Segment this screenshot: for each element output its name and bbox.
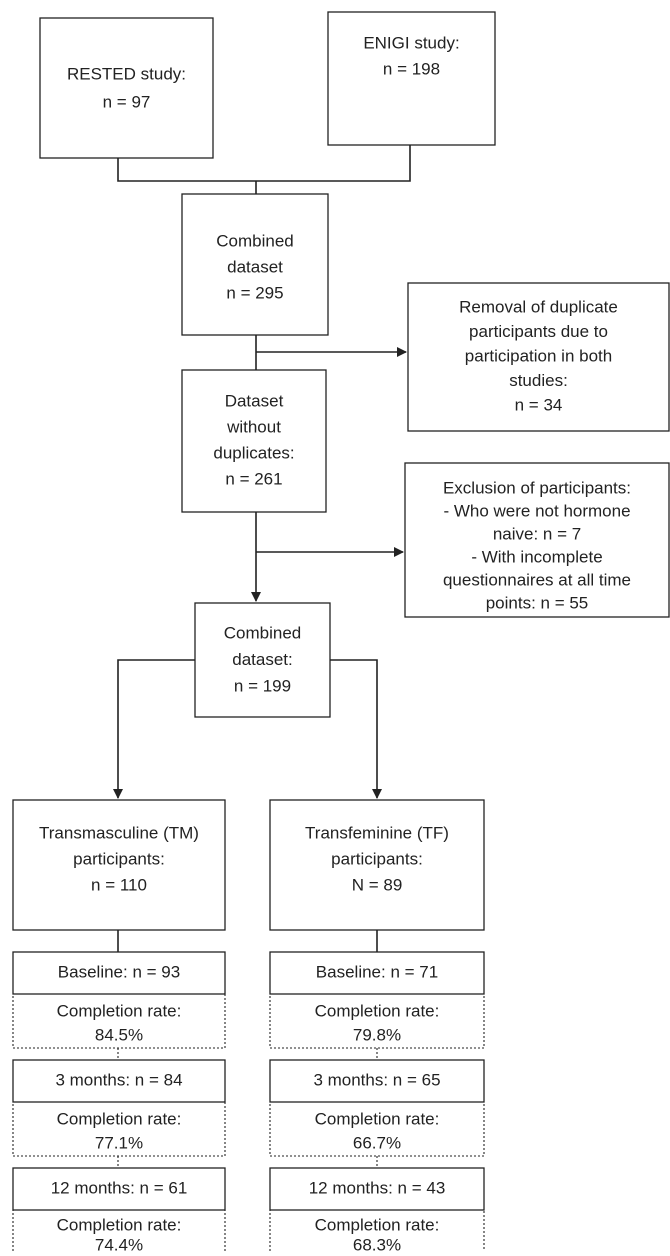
node: Transfeminine (TF) participants: N = 89	[269, 799, 485, 931]
node: Transmasculine (TM) participants: n = 110	[12, 799, 226, 931]
node-label: Completion rate:	[315, 1001, 440, 1020]
node: 3 months: n = 84	[12, 1059, 226, 1103]
node-label: N = 89	[352, 875, 403, 894]
node-label: Removal of duplicate	[459, 297, 618, 316]
node-box	[12, 993, 226, 1049]
node-label: Baseline: n = 71	[316, 962, 438, 981]
node-label: n = 198	[383, 59, 440, 78]
node-label: naive: n = 7	[493, 524, 581, 543]
node-label: Transfeminine (TF)	[305, 823, 449, 842]
node-label: 12 months: n = 61	[51, 1178, 188, 1197]
node-label: without	[226, 417, 281, 436]
node-box	[269, 993, 485, 1049]
node: Completion rate: 77.1%	[12, 1101, 226, 1157]
node-box	[269, 799, 485, 931]
node: Exclusion of participants: - Who were not…	[404, 462, 670, 618]
dotted-connector	[117, 1048, 378, 1168]
node-box	[181, 369, 327, 513]
node-label: 84.5%	[95, 1025, 143, 1044]
node: Completion rate: 84.5%	[12, 993, 226, 1049]
node-label: 66.7%	[353, 1133, 401, 1152]
connector	[117, 145, 411, 182]
node-box	[269, 951, 485, 995]
node: Removal of duplicate participants due to p…	[407, 282, 670, 432]
node: Completion rate: 79.8%	[269, 993, 485, 1049]
node-box	[404, 462, 670, 618]
node-label: participation in both	[465, 346, 612, 365]
node-label: 79.8%	[353, 1025, 401, 1044]
node: Combined dataset n = 295	[181, 193, 329, 336]
node-label: Completion rate:	[315, 1109, 440, 1128]
connectors	[113, 145, 411, 1168]
node-box	[407, 282, 670, 432]
node-label: Exclusion of participants:	[443, 478, 631, 497]
node-label: Completion rate:	[57, 1215, 182, 1234]
node-label: participants due to	[469, 322, 608, 341]
node: Completion rate:74.4%	[12, 1209, 226, 1254]
node-label: points: n = 55	[486, 593, 589, 612]
node: 12 months: n = 43	[269, 1167, 485, 1211]
node-box	[194, 602, 331, 718]
node-label: Completion rate:	[57, 1109, 182, 1128]
node-label: - With incomplete	[471, 547, 602, 566]
arrow	[113, 659, 195, 799]
node-label: 3 months: n = 84	[55, 1070, 182, 1089]
node-box	[12, 799, 226, 931]
node-box	[12, 1209, 226, 1251]
node-label: 68.3%	[353, 1235, 401, 1251]
arrow	[330, 659, 382, 799]
node-label: Dataset	[225, 391, 284, 410]
node: Completion rate:68.3%	[269, 1209, 485, 1254]
node-label: RESTED study:	[67, 64, 186, 83]
node: 3 months: n = 65	[269, 1059, 485, 1103]
node-label: Transmasculine (TM)	[39, 823, 199, 842]
node-label: duplicates:	[213, 443, 294, 462]
node-label: ENIGI study:	[363, 33, 459, 52]
node-label: n = 110	[91, 875, 147, 894]
node-label: questionnaires at all time	[443, 570, 631, 589]
node-label: 12 months: n = 43	[309, 1178, 446, 1197]
node-label: Combined	[224, 623, 302, 642]
node-label: 3 months: n = 65	[313, 1070, 440, 1089]
node-label: n = 261	[225, 469, 282, 488]
node-label: Combined	[216, 231, 294, 250]
node-label: Baseline: n = 93	[58, 962, 180, 981]
node: Baseline: n = 93	[12, 951, 226, 995]
node-box	[269, 1101, 485, 1157]
node-label: Completion rate:	[57, 1001, 182, 1020]
node-box	[181, 193, 329, 336]
node-label: 74.4%	[95, 1235, 143, 1251]
node: Dataset without duplicates: n = 261	[181, 369, 327, 513]
node-label: participants:	[73, 849, 165, 868]
node-box	[269, 1209, 485, 1251]
node-label: dataset:	[232, 650, 293, 669]
node-box	[269, 1059, 485, 1103]
node-box	[12, 1101, 226, 1157]
node: Completion rate: 66.7%	[269, 1101, 485, 1157]
node-label: n = 199	[234, 676, 291, 695]
node-label: n = 295	[226, 283, 283, 302]
node-label: studies:	[509, 371, 568, 390]
node-label: 77.1%	[95, 1133, 143, 1152]
node: 12 months: n = 61	[12, 1167, 226, 1211]
node: RESTED study: n = 97	[39, 17, 214, 159]
node-box	[327, 11, 496, 146]
node: ENIGI study: n = 198	[327, 11, 496, 146]
node-box	[12, 1059, 226, 1103]
node-label: Completion rate:	[315, 1215, 440, 1234]
node: Combined dataset: n = 199	[194, 602, 331, 718]
node-box	[39, 17, 214, 159]
node: Baseline: n = 71	[269, 951, 485, 995]
node-label: n = 97	[103, 92, 151, 111]
node-box	[269, 1167, 485, 1211]
node-label: n = 34	[515, 395, 563, 414]
node-label: - Who were not hormone	[443, 501, 630, 520]
node-label: participants:	[331, 849, 423, 868]
node-box	[12, 1167, 226, 1211]
node-label: dataset	[227, 257, 283, 276]
